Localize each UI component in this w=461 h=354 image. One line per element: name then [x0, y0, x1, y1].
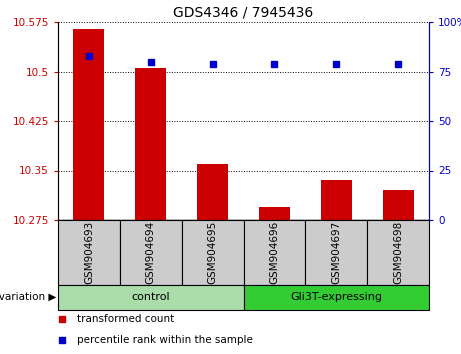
Bar: [243, 220, 305, 285]
Text: GSM904694: GSM904694: [146, 221, 156, 284]
Bar: [259, 207, 290, 220]
Text: GSM904693: GSM904693: [84, 221, 94, 284]
Bar: [243, 285, 429, 310]
Bar: [367, 220, 429, 285]
Text: control: control: [131, 292, 170, 303]
Text: genotype/variation ▶: genotype/variation ▶: [0, 292, 56, 303]
Bar: [321, 181, 352, 220]
Bar: [197, 164, 228, 220]
Bar: [73, 29, 104, 220]
Bar: [58, 285, 243, 310]
Bar: [135, 68, 166, 220]
Bar: [383, 190, 414, 220]
Bar: [120, 220, 182, 285]
Title: GDS4346 / 7945436: GDS4346 / 7945436: [173, 5, 313, 19]
Bar: [58, 220, 120, 285]
Text: transformed count: transformed count: [77, 314, 174, 324]
Text: GSM904696: GSM904696: [269, 221, 279, 284]
Text: GSM904695: GSM904695: [207, 221, 218, 284]
Text: Gli3T-expressing: Gli3T-expressing: [290, 292, 382, 303]
Text: GSM904697: GSM904697: [331, 221, 341, 284]
Bar: [305, 220, 367, 285]
Text: percentile rank within the sample: percentile rank within the sample: [77, 335, 253, 345]
Text: GSM904698: GSM904698: [393, 221, 403, 284]
Bar: [182, 220, 243, 285]
